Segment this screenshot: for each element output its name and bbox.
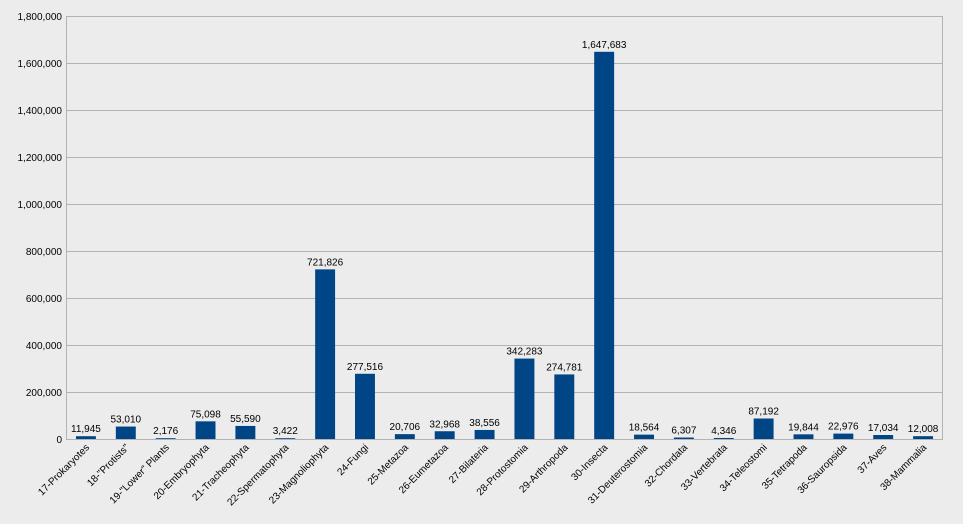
y-tick-label: 1,600,000 xyxy=(18,59,63,70)
data-label: 87,192 xyxy=(748,407,779,418)
bar xyxy=(355,373,375,439)
bar xyxy=(713,437,734,439)
bar xyxy=(155,438,176,439)
data-label: 32,968 xyxy=(429,419,460,430)
y-tick-label: 1,800,000 xyxy=(18,12,63,23)
y-tick-label: 1,400,000 xyxy=(18,106,63,117)
bar xyxy=(115,426,136,439)
data-label: 342,283 xyxy=(506,347,543,358)
data-label: 2,176 xyxy=(153,426,178,437)
data-label: 38,556 xyxy=(469,418,500,429)
data-labels: 11,945 53,010 2,176 75,098 55,590 3,422 721,82… xyxy=(71,40,939,437)
bar xyxy=(315,269,336,439)
x-tick-label: 24-Fungi xyxy=(335,442,371,478)
bar xyxy=(514,358,535,439)
bar xyxy=(235,425,256,439)
data-label: 22,976 xyxy=(828,422,859,433)
bar xyxy=(554,374,575,439)
y-tick-label: 200,000 xyxy=(26,388,63,399)
bar xyxy=(594,51,615,439)
x-tick-label: 17-Prokaryotes xyxy=(36,442,92,498)
data-label: 19,844 xyxy=(788,422,819,433)
y-tick-label: 800,000 xyxy=(26,247,63,258)
bar xyxy=(873,434,894,439)
data-label: 274,781 xyxy=(546,362,583,373)
data-label: 1,647,683 xyxy=(582,40,627,51)
bar xyxy=(753,418,774,439)
data-label: 12,008 xyxy=(908,424,939,435)
grid-layer xyxy=(66,16,943,440)
bar xyxy=(833,433,854,439)
data-label: 75,098 xyxy=(190,409,221,420)
data-label: 11,945 xyxy=(71,424,101,435)
bar xyxy=(394,434,415,439)
data-label: 3,422 xyxy=(273,426,298,437)
data-label: 18,564 xyxy=(629,423,660,434)
x-tick-label: 37-Aves xyxy=(856,442,890,476)
y-tick-label: 400,000 xyxy=(26,341,63,352)
y-tick-label: 600,000 xyxy=(26,294,63,305)
bar xyxy=(793,434,814,439)
data-label: 721,826 xyxy=(307,257,344,268)
bar-series xyxy=(75,51,934,439)
data-label: 277,516 xyxy=(347,362,384,373)
x-tick-label: 30-Insecta xyxy=(569,442,610,483)
y-axis-ticks: 0 200,000 400,000 600,000 800,000 1,000,000 1,… xyxy=(18,12,63,446)
data-label: 55,590 xyxy=(230,414,261,425)
data-label: 20,706 xyxy=(390,422,421,433)
y-tick-label: 1,200,000 xyxy=(18,153,63,164)
data-label: 4,346 xyxy=(711,426,736,437)
bar xyxy=(434,431,455,439)
y-tick-label: 1,000,000 xyxy=(18,200,63,211)
y-tick-label: 0 xyxy=(56,435,62,446)
bar xyxy=(634,434,654,439)
bar xyxy=(474,429,495,439)
data-label: 53,010 xyxy=(110,415,141,426)
data-label: 6,307 xyxy=(671,426,696,437)
bar xyxy=(673,437,694,439)
bar xyxy=(275,438,296,439)
data-label: 17,034 xyxy=(868,423,899,434)
bar xyxy=(75,436,96,439)
bar xyxy=(913,436,934,439)
bar xyxy=(195,421,216,439)
